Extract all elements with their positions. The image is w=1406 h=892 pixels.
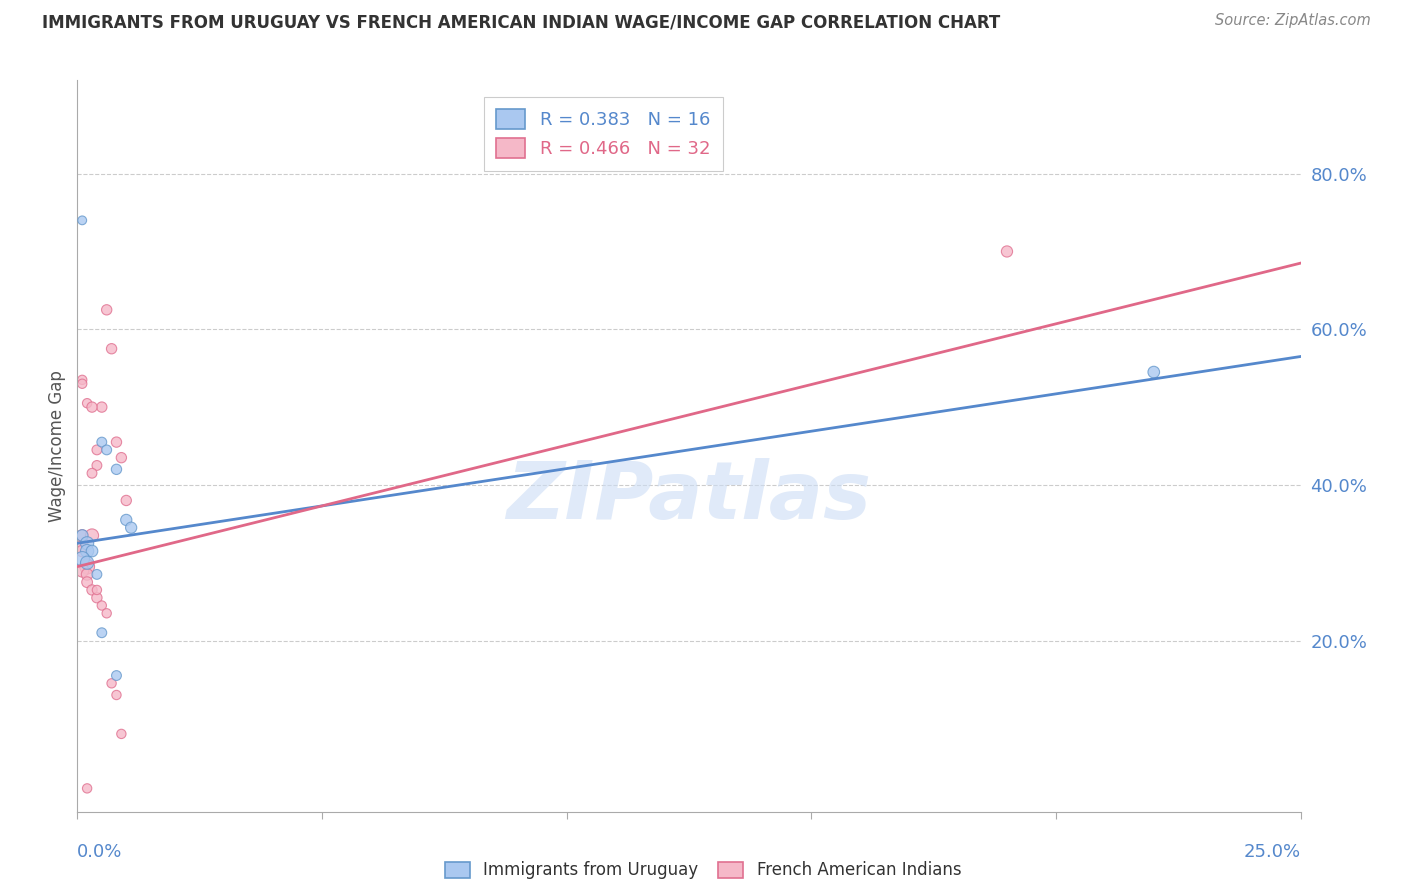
Y-axis label: Wage/Income Gap: Wage/Income Gap xyxy=(48,370,66,522)
Point xyxy=(76,396,98,410)
Point xyxy=(86,458,108,473)
Point xyxy=(80,582,103,597)
Point xyxy=(100,342,122,356)
Point xyxy=(70,540,93,554)
Point xyxy=(90,435,112,450)
Point xyxy=(76,575,98,590)
Point xyxy=(90,400,112,414)
Point xyxy=(96,302,118,317)
Legend: Immigrants from Uruguay, French American Indians: Immigrants from Uruguay, French American… xyxy=(444,861,962,880)
Point xyxy=(105,668,128,682)
Point xyxy=(80,544,103,558)
Point xyxy=(70,376,93,391)
Point xyxy=(105,462,128,476)
Point xyxy=(76,781,98,796)
Point xyxy=(96,442,118,457)
Text: IMMIGRANTS FROM URUGUAY VS FRENCH AMERICAN INDIAN WAGE/INCOME GAP CORRELATION CH: IMMIGRANTS FROM URUGUAY VS FRENCH AMERIC… xyxy=(42,13,1001,31)
Point xyxy=(100,676,122,690)
Point xyxy=(70,564,93,578)
Point xyxy=(90,599,112,613)
Point xyxy=(76,567,98,582)
Point xyxy=(80,400,103,414)
Point xyxy=(105,688,128,702)
Text: 25.0%: 25.0% xyxy=(1243,843,1301,861)
Point xyxy=(115,513,138,527)
Point xyxy=(86,582,108,597)
Point xyxy=(96,607,118,621)
Point xyxy=(995,244,1018,259)
Point xyxy=(76,544,98,558)
Point xyxy=(70,213,93,227)
Point xyxy=(80,467,103,481)
Point xyxy=(70,528,93,542)
Text: 0.0%: 0.0% xyxy=(77,843,122,861)
Point xyxy=(105,435,128,450)
Point xyxy=(76,559,98,574)
Point xyxy=(86,567,108,582)
Text: Source: ZipAtlas.com: Source: ZipAtlas.com xyxy=(1215,13,1371,29)
Point xyxy=(110,450,132,465)
Point xyxy=(80,528,103,542)
Point xyxy=(86,442,108,457)
Point xyxy=(70,544,93,558)
Point xyxy=(86,591,108,605)
Legend: R = 0.383   N = 16, R = 0.466   N = 32: R = 0.383 N = 16, R = 0.466 N = 32 xyxy=(484,96,723,170)
Text: ZIPatlas: ZIPatlas xyxy=(506,458,872,536)
Point xyxy=(76,536,98,550)
Point xyxy=(115,493,138,508)
Point xyxy=(110,727,132,741)
Point xyxy=(70,528,93,542)
Point xyxy=(76,556,98,570)
Point xyxy=(1143,365,1166,379)
Point xyxy=(120,521,142,535)
Point xyxy=(90,625,112,640)
Point xyxy=(76,556,98,570)
Point xyxy=(70,551,93,566)
Point xyxy=(70,373,93,387)
